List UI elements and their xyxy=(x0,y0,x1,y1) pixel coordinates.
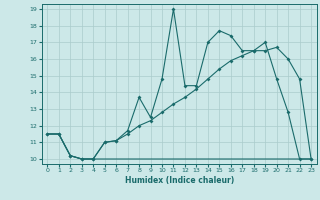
X-axis label: Humidex (Indice chaleur): Humidex (Indice chaleur) xyxy=(124,176,234,185)
